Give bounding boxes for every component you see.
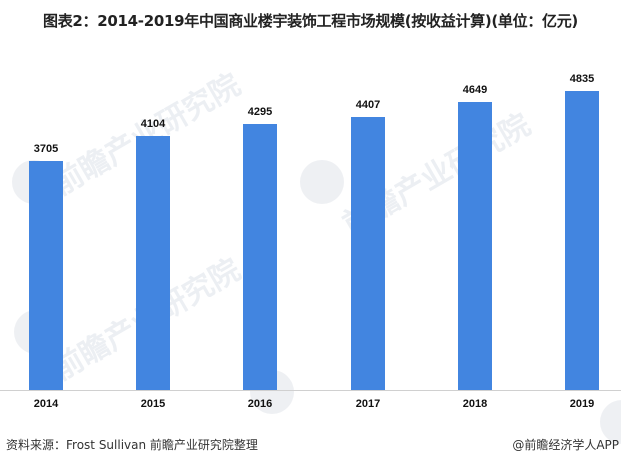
bar-2014	[29, 161, 63, 390]
value-label-2018: 4649	[462, 84, 488, 96]
chart-title: 图表2：2014-2019年中国商业楼宇装饰工程市场规模(按收益计算)(单位：亿…	[43, 12, 578, 30]
bar-2016	[243, 124, 277, 390]
value-label-2016: 4295	[247, 106, 273, 118]
x-tick-2018: 2018	[462, 398, 488, 410]
x-tick-2019: 2019	[569, 398, 595, 410]
x-tick-2017: 2017	[355, 398, 381, 410]
bar-2019	[565, 91, 599, 390]
source-note: 资料来源：Frost Sullivan 前瞻产业研究院整理	[6, 438, 258, 452]
bar-2015	[136, 136, 170, 390]
x-tick-2015: 2015	[140, 398, 166, 410]
value-label-2017: 4407	[355, 99, 381, 111]
x-tick-2016: 2016	[247, 398, 273, 410]
bar-2017	[351, 117, 385, 390]
bar-2018	[458, 102, 492, 390]
value-label-2015: 4104	[140, 118, 166, 130]
value-label-2014: 3705	[33, 143, 59, 155]
value-label-2019: 4835	[569, 73, 595, 85]
credit-note: @前瞻经济学人APP	[512, 438, 619, 452]
x-tick-2014: 2014	[33, 398, 59, 410]
x-axis-line	[0, 390, 621, 391]
